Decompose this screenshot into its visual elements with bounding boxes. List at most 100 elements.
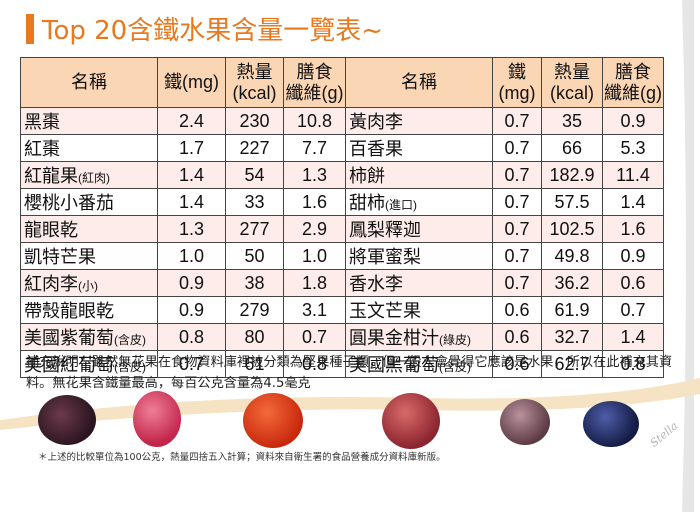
fruit-note: (小) [78,279,98,293]
left-fruit-name: 紅龍果(紅肉) [20,161,158,189]
left-iron-value: 1.3 [157,215,226,243]
left-fiber-value: 2.9 [283,215,346,243]
left-fiber-value: 7.7 [283,134,346,162]
left-iron-value: 1.0 [157,242,226,270]
left-iron-value: 2.4 [157,107,226,135]
right-fiber-value: 0.8 [602,350,664,378]
iron-fruit-table: 名稱 鐵(mg) 熱量 (kcal) 膳食 纖維(g) 名稱 鐵 (mg) 熱量 (kc… [20,57,664,378]
right-iron-value: 0.7 [492,269,542,297]
right-heat-value: 182.9 [541,161,603,189]
fruit-note: (進口) [385,198,417,212]
left-heat-value: 33 [225,188,284,216]
header-iron-left: 鐵(mg) [157,57,226,108]
right-heat-value: 32.7 [541,323,603,351]
right-iron-value: 0.7 [492,161,542,189]
left-fiber-value: 0.7 [283,323,346,351]
left-fiber-value: 3.1 [283,296,346,324]
right-fruit-name: 黃肉李 [345,107,493,135]
right-fruit-name: 鳳梨釋迦 [345,215,493,243]
left-fruit-name: 美國紅葡萄(含皮) [20,350,158,378]
header-name-right: 名稱 [345,57,493,108]
header-fiber-right: 膳食 纖維(g) [602,57,664,108]
header-heat-left: 熱量 (kcal) [225,57,284,108]
left-heat-value: 230 [225,107,284,135]
left-heat-value: 80 [225,323,284,351]
right-fiber-value: 0.7 [602,296,664,324]
decorative-swoosh [0,378,700,430]
right-fruit-name: 甜柿(進口) [345,188,493,216]
right-iron-value: 0.7 [492,188,542,216]
table-row: 櫻桃小番茄 1.4 33 1.6 甜柿(進口) 0.7 57.5 1.4 [20,188,664,216]
left-iron-value: 1.4 [157,188,226,216]
cherry-tomato-image [243,393,303,448]
left-heat-value: 50 [225,242,284,270]
right-iron-value: 0.7 [492,242,542,270]
page-title: Top 20含鐵水果含量一覽表~ [42,16,384,46]
right-iron-value: 0.6 [492,323,542,351]
header-fiber-left: 膳食 纖維(g) [283,57,346,108]
right-heat-value: 35 [541,107,603,135]
table-row: 美國紫葡萄(含皮) 0.8 80 0.7 圓果金柑汁(綠皮) 0.6 32.7 1.4 [20,323,664,351]
left-iron-value: 1.7 [157,134,226,162]
table-row: 凱特芒果 1.0 50 1.0 將軍蜜梨 0.7 49.8 0.9 [20,242,664,270]
passion-fruit-image [500,399,550,445]
left-fruit-name: 龍眼乾 [20,215,158,243]
dragon-fruit-image [133,391,181,447]
black-grape-image [583,401,639,447]
left-iron-value: 0.9 [157,296,226,324]
table-row: 紅棗 1.7 227 7.7 百香果 0.7 66 5.3 [20,134,664,162]
left-fiber-value: 1.8 [283,269,346,297]
right-heat-value: 57.5 [541,188,603,216]
header-heat-right: 熱量 (kcal) [541,57,603,108]
left-fruit-name: 黑棗 [20,107,158,135]
left-fruit-name: 美國紫葡萄(含皮) [20,323,158,351]
right-iron-value: 0.6 [492,350,542,378]
table-row: 紅肉李(小) 0.9 38 1.8 香水李 0.7 36.2 0.6 [20,269,664,297]
left-fiber-value: 10.8 [283,107,346,135]
table-row: 黑棗 2.4 230 10.8 黃肉李 0.7 35 0.9 [20,107,664,135]
fruit-note: (綠皮) [439,333,471,347]
left-fruit-name: 紅棗 [20,134,158,162]
left-heat-value: 38 [225,269,284,297]
table-row: 美國紅葡萄(含皮) 0.7 61 0.8 美國黑葡萄(含皮) 0.6 62.7 0.8 [20,350,664,378]
left-heat-value: 227 [225,134,284,162]
title-accent-bar [26,14,34,44]
right-heat-value: 62.7 [541,350,603,378]
right-fruit-name: 香水李 [345,269,493,297]
left-iron-value: 0.9 [157,269,226,297]
right-fiber-value: 1.4 [602,323,664,351]
plum-image [382,393,440,449]
left-heat-value: 54 [225,161,284,189]
left-fiber-value: 1.6 [283,188,346,216]
source-footnote: ＊上述的比較單位為100公克，熱量四捨五入計算；資料來自衛生署的食品營養成分資料… [38,452,446,463]
right-fruit-name: 美國黑葡萄(含皮) [345,350,493,378]
left-fruit-name: 凱特芒果 [20,242,158,270]
left-iron-value: 0.7 [157,350,226,378]
table-row: 帶殼龍眼乾 0.9 279 3.1 玉文芒果 0.6 61.9 0.7 [20,296,664,324]
right-fiber-value: 0.9 [602,107,664,135]
left-heat-value: 277 [225,215,284,243]
right-heat-value: 61.9 [541,296,603,324]
header-iron-right: 鐵 (mg) [492,57,542,108]
left-fiber-value: 0.8 [283,350,346,378]
left-heat-value: 279 [225,296,284,324]
right-heat-value: 49.8 [541,242,603,270]
fruit-note: (含皮) [114,333,146,347]
left-iron-value: 0.8 [157,323,226,351]
right-iron-value: 0.7 [492,134,542,162]
right-heat-value: 66 [541,134,603,162]
left-fiber-value: 1.3 [283,161,346,189]
right-heat-value: 102.5 [541,215,603,243]
right-iron-value: 0.7 [492,215,542,243]
right-fiber-value: 1.4 [602,188,664,216]
page-curl-decoration [682,0,694,512]
left-fruit-name: 紅肉李(小) [20,269,158,297]
right-fiber-value: 5.3 [602,134,664,162]
right-fruit-name: 玉文芒果 [345,296,493,324]
left-heat-value: 61 [225,350,284,378]
black-date-image [38,395,96,445]
fruit-note: (含皮) [114,360,146,374]
right-fruit-name: 柿餅 [345,161,493,189]
fruit-note: (含皮) [439,360,471,374]
